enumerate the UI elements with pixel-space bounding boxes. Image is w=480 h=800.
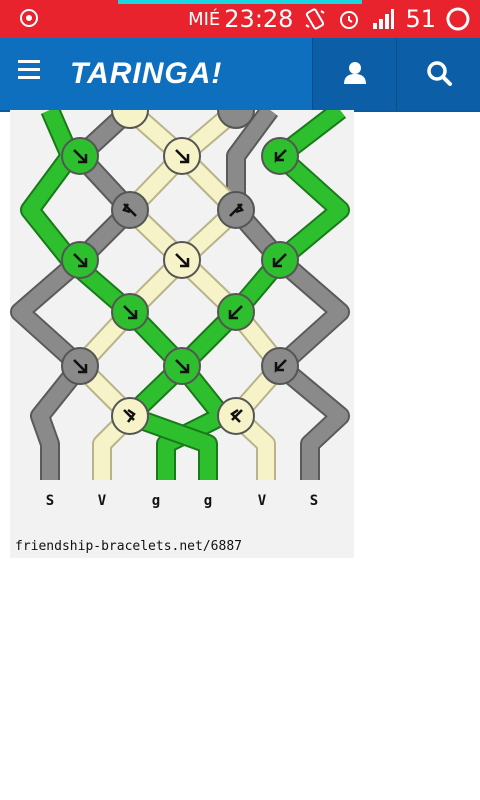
signal-icon (373, 9, 395, 29)
battery-icon (446, 7, 470, 31)
string-labels: S V g g V S (46, 493, 318, 509)
status-accent (118, 0, 362, 4)
pattern-diagram: S V g g V S (10, 110, 350, 509)
string-label: S (310, 493, 318, 509)
bracelet-pattern-image: S V g g V S (10, 110, 354, 558)
status-right: MIÉ 23:28 51 (188, 5, 470, 33)
string-label: g (152, 493, 160, 509)
search-button[interactable] (396, 38, 480, 110)
string-label: g (204, 493, 212, 509)
source-link[interactable]: friendship-bracelets.net/6887 (15, 539, 242, 554)
app-bar: TARINGA! (0, 38, 480, 112)
status-day: MIÉ (188, 8, 221, 30)
status-bar: MIÉ 23:28 51 (0, 0, 480, 38)
search-icon (427, 61, 452, 86)
user-button[interactable] (312, 38, 397, 110)
vibrate-icon (305, 8, 326, 30)
knot-arrows (73, 149, 287, 423)
strand-gray-right (226, 110, 350, 480)
string-label: V (98, 493, 107, 509)
strand-gray-left (10, 110, 140, 480)
user-icon (344, 62, 366, 84)
string-label: V (258, 493, 267, 509)
battery-level: 51 (405, 5, 436, 33)
string-label: S (46, 493, 54, 509)
menu-icon[interactable] (18, 60, 40, 79)
brand-logo[interactable]: TARINGA! (70, 57, 223, 90)
status-time: 23:28 (224, 5, 294, 33)
location-icon (20, 9, 38, 27)
alarm-icon (340, 11, 359, 29)
